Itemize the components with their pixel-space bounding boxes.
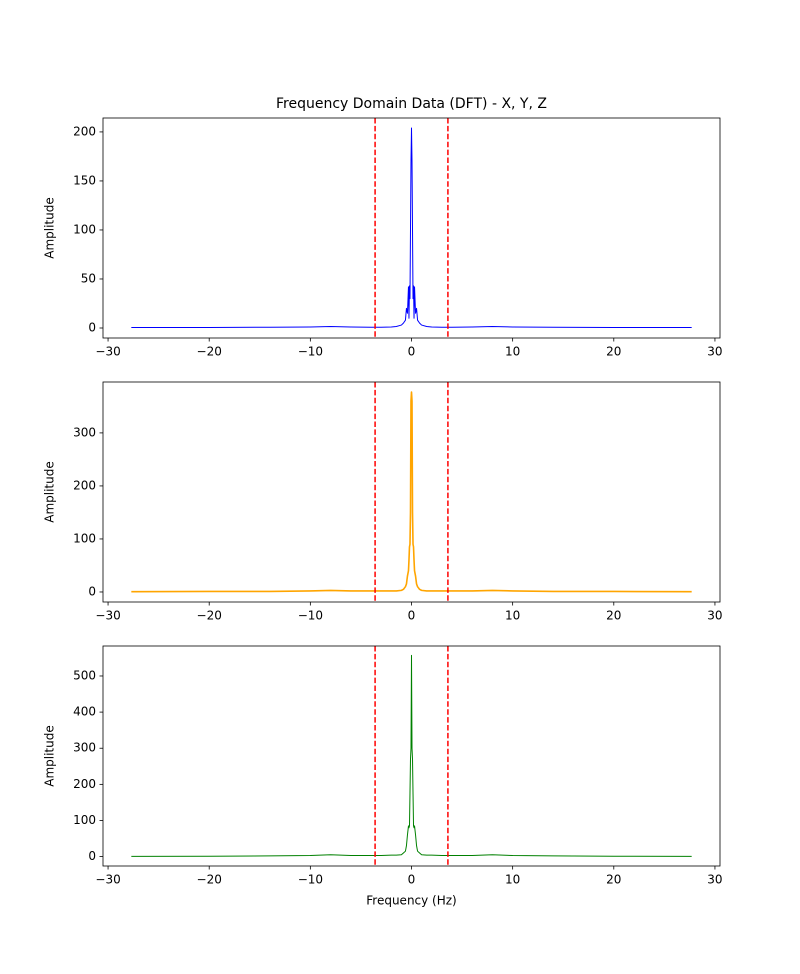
x-tick-label: −10: [298, 873, 323, 887]
y-tick-label: 200: [73, 478, 96, 492]
y-tick-label: 150: [73, 173, 96, 187]
x-tick-label: −20: [197, 345, 222, 359]
series-line: [131, 127, 692, 329]
x-tick-label: 10: [505, 609, 520, 623]
y-tick-label: 0: [88, 321, 96, 335]
x-tick-label: 0: [408, 873, 416, 887]
chart-title: Frequency Domain Data (DFT) - X, Y, Z: [276, 96, 547, 112]
y-tick-label: 400: [73, 705, 96, 719]
y-tick-label: 300: [73, 741, 96, 755]
x-tick-label: 0: [408, 345, 416, 359]
y-tick-label: 100: [73, 531, 96, 545]
y-axis-label: Amplitude: [43, 725, 57, 787]
y-axis-label: Amplitude: [43, 197, 57, 259]
y-axis-label: Amplitude: [43, 461, 57, 523]
y-tick-label: 100: [73, 813, 96, 827]
y-tick-label: 200: [73, 777, 96, 791]
y-tick-label: 0: [88, 584, 96, 598]
x-axis-label: Frequency (Hz): [366, 894, 457, 908]
y-tick-label: 300: [73, 425, 96, 439]
x-tick-label: 0: [408, 609, 416, 623]
x-tick-label: −30: [95, 873, 120, 887]
x-tick-label: 30: [707, 609, 722, 623]
x-tick-label: −10: [298, 609, 323, 623]
x-tick-label: −10: [298, 345, 323, 359]
x-tick-label: −20: [197, 873, 222, 887]
series-line: [131, 391, 692, 593]
x-tick-label: −30: [95, 345, 120, 359]
y-tick-label: 0: [88, 849, 96, 863]
y-tick-label: 100: [73, 222, 96, 236]
y-tick-label: 500: [73, 668, 96, 682]
x-tick-label: 30: [707, 345, 722, 359]
y-tick-label: 200: [73, 124, 96, 138]
x-tick-label: 20: [606, 873, 621, 887]
x-tick-label: 30: [707, 873, 722, 887]
x-tick-label: 10: [505, 345, 520, 359]
x-tick-label: −20: [197, 609, 222, 623]
x-tick-label: −30: [95, 609, 120, 623]
x-tick-label: 20: [606, 609, 621, 623]
y-tick-label: 50: [81, 271, 96, 285]
x-tick-label: 10: [505, 873, 520, 887]
x-tick-label: 20: [606, 345, 621, 359]
series-line: [131, 654, 692, 857]
